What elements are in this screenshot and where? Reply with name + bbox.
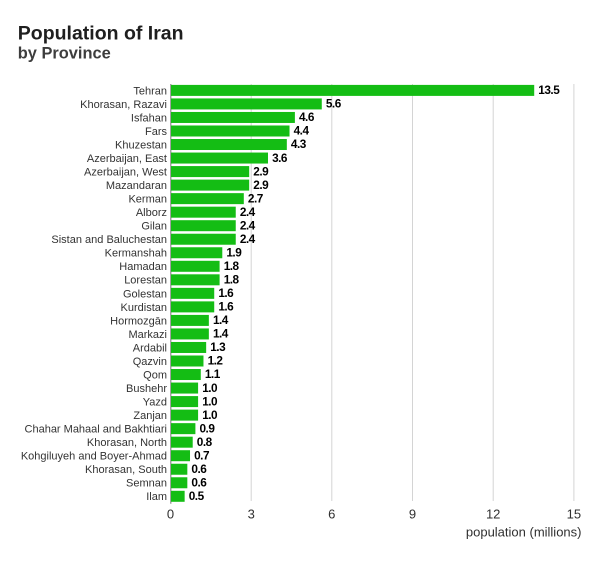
svg-text:Markazi: Markazi [128,329,167,341]
svg-text:2.4: 2.4 [240,218,256,232]
svg-text:Population of Iran: Population of Iran [18,23,184,45]
svg-text:1.2: 1.2 [208,354,224,368]
svg-text:0.8: 0.8 [197,435,213,449]
svg-text:Isfahan: Isfahan [131,112,167,124]
svg-text:4.4: 4.4 [294,124,310,138]
svg-text:Gilan: Gilan [141,221,167,233]
svg-text:Kohgiluyeh and Boyer-Ahmad: Kohgiluyeh and Boyer-Ahmad [21,451,167,463]
svg-text:3: 3 [248,507,255,522]
svg-text:1.0: 1.0 [202,394,218,408]
svg-text:0.5: 0.5 [189,489,205,503]
svg-text:15: 15 [567,507,581,522]
svg-text:Kerman: Kerman [128,194,167,206]
svg-text:Ilam: Ilam [146,491,167,503]
svg-text:Mazandaran: Mazandaran [106,180,167,192]
svg-text:Azerbaijan, East: Azerbaijan, East [87,153,167,165]
svg-text:9: 9 [409,507,416,522]
svg-text:Kurdistan: Kurdistan [121,302,167,314]
svg-text:6: 6 [328,507,335,522]
svg-text:0: 0 [167,507,174,522]
svg-text:Chahar Mahaal and Bakhtiari: Chahar Mahaal and Bakhtiari [25,424,167,436]
svg-text:population (millions): population (millions) [466,525,582,540]
svg-text:Alborz: Alborz [136,207,167,219]
svg-text:Azerbaijan, West: Azerbaijan, West [84,166,167,178]
svg-text:1.3: 1.3 [210,340,226,354]
svg-text:1.0: 1.0 [202,381,218,395]
svg-text:0.9: 0.9 [200,421,216,435]
svg-text:4.6: 4.6 [299,110,315,124]
svg-text:Qom: Qom [143,369,167,381]
svg-text:2.7: 2.7 [248,191,264,205]
svg-text:2.9: 2.9 [253,164,269,178]
svg-text:0.6: 0.6 [191,475,207,489]
svg-text:Ardabil: Ardabil [133,342,167,354]
svg-text:2.4: 2.4 [240,205,256,219]
svg-text:Hamadan: Hamadan [119,261,167,273]
svg-text:2.4: 2.4 [240,232,256,246]
svg-text:1.6: 1.6 [218,286,234,300]
svg-text:1.1: 1.1 [205,367,221,381]
svg-text:1.4: 1.4 [213,313,229,327]
svg-text:1.4: 1.4 [213,327,229,341]
svg-text:Kermanshah: Kermanshah [105,248,167,260]
svg-text:Lorestan: Lorestan [124,275,167,287]
svg-text:Hormozgān: Hormozgān [110,315,167,327]
svg-text:1.8: 1.8 [224,273,240,287]
svg-text:Bushehr: Bushehr [126,383,167,395]
svg-text:Yazd: Yazd [143,396,167,408]
svg-text:1.8: 1.8 [224,259,240,273]
svg-text:Khorasan, South: Khorasan, South [85,464,167,476]
svg-text:0.6: 0.6 [191,462,207,476]
svg-text:5.6: 5.6 [326,97,342,111]
svg-text:1.9: 1.9 [226,245,242,259]
svg-text:13.5: 13.5 [538,83,560,97]
svg-text:Zanjan: Zanjan [133,410,167,422]
svg-text:Qazvin: Qazvin [133,356,167,368]
svg-text:12: 12 [486,507,500,522]
svg-text:Semnan: Semnan [126,478,167,490]
svg-text:0.7: 0.7 [194,448,210,462]
svg-text:Khorasan, Razavi: Khorasan, Razavi [80,99,167,111]
svg-text:Fars: Fars [145,126,168,138]
svg-text:Khorasan, North: Khorasan, North [87,437,167,449]
svg-text:2.9: 2.9 [253,178,269,192]
svg-text:Golestan: Golestan [123,288,167,300]
svg-text:3.6: 3.6 [272,151,288,165]
svg-text:Tehran: Tehran [133,85,167,97]
svg-text:4.3: 4.3 [291,137,307,151]
svg-text:1.6: 1.6 [218,300,234,314]
svg-text:1.0: 1.0 [202,408,218,422]
svg-text:by Province: by Province [18,45,111,63]
svg-text:Sistan and Baluchestan: Sistan and Baluchestan [51,234,167,246]
svg-text:Khuzestan: Khuzestan [115,139,167,151]
